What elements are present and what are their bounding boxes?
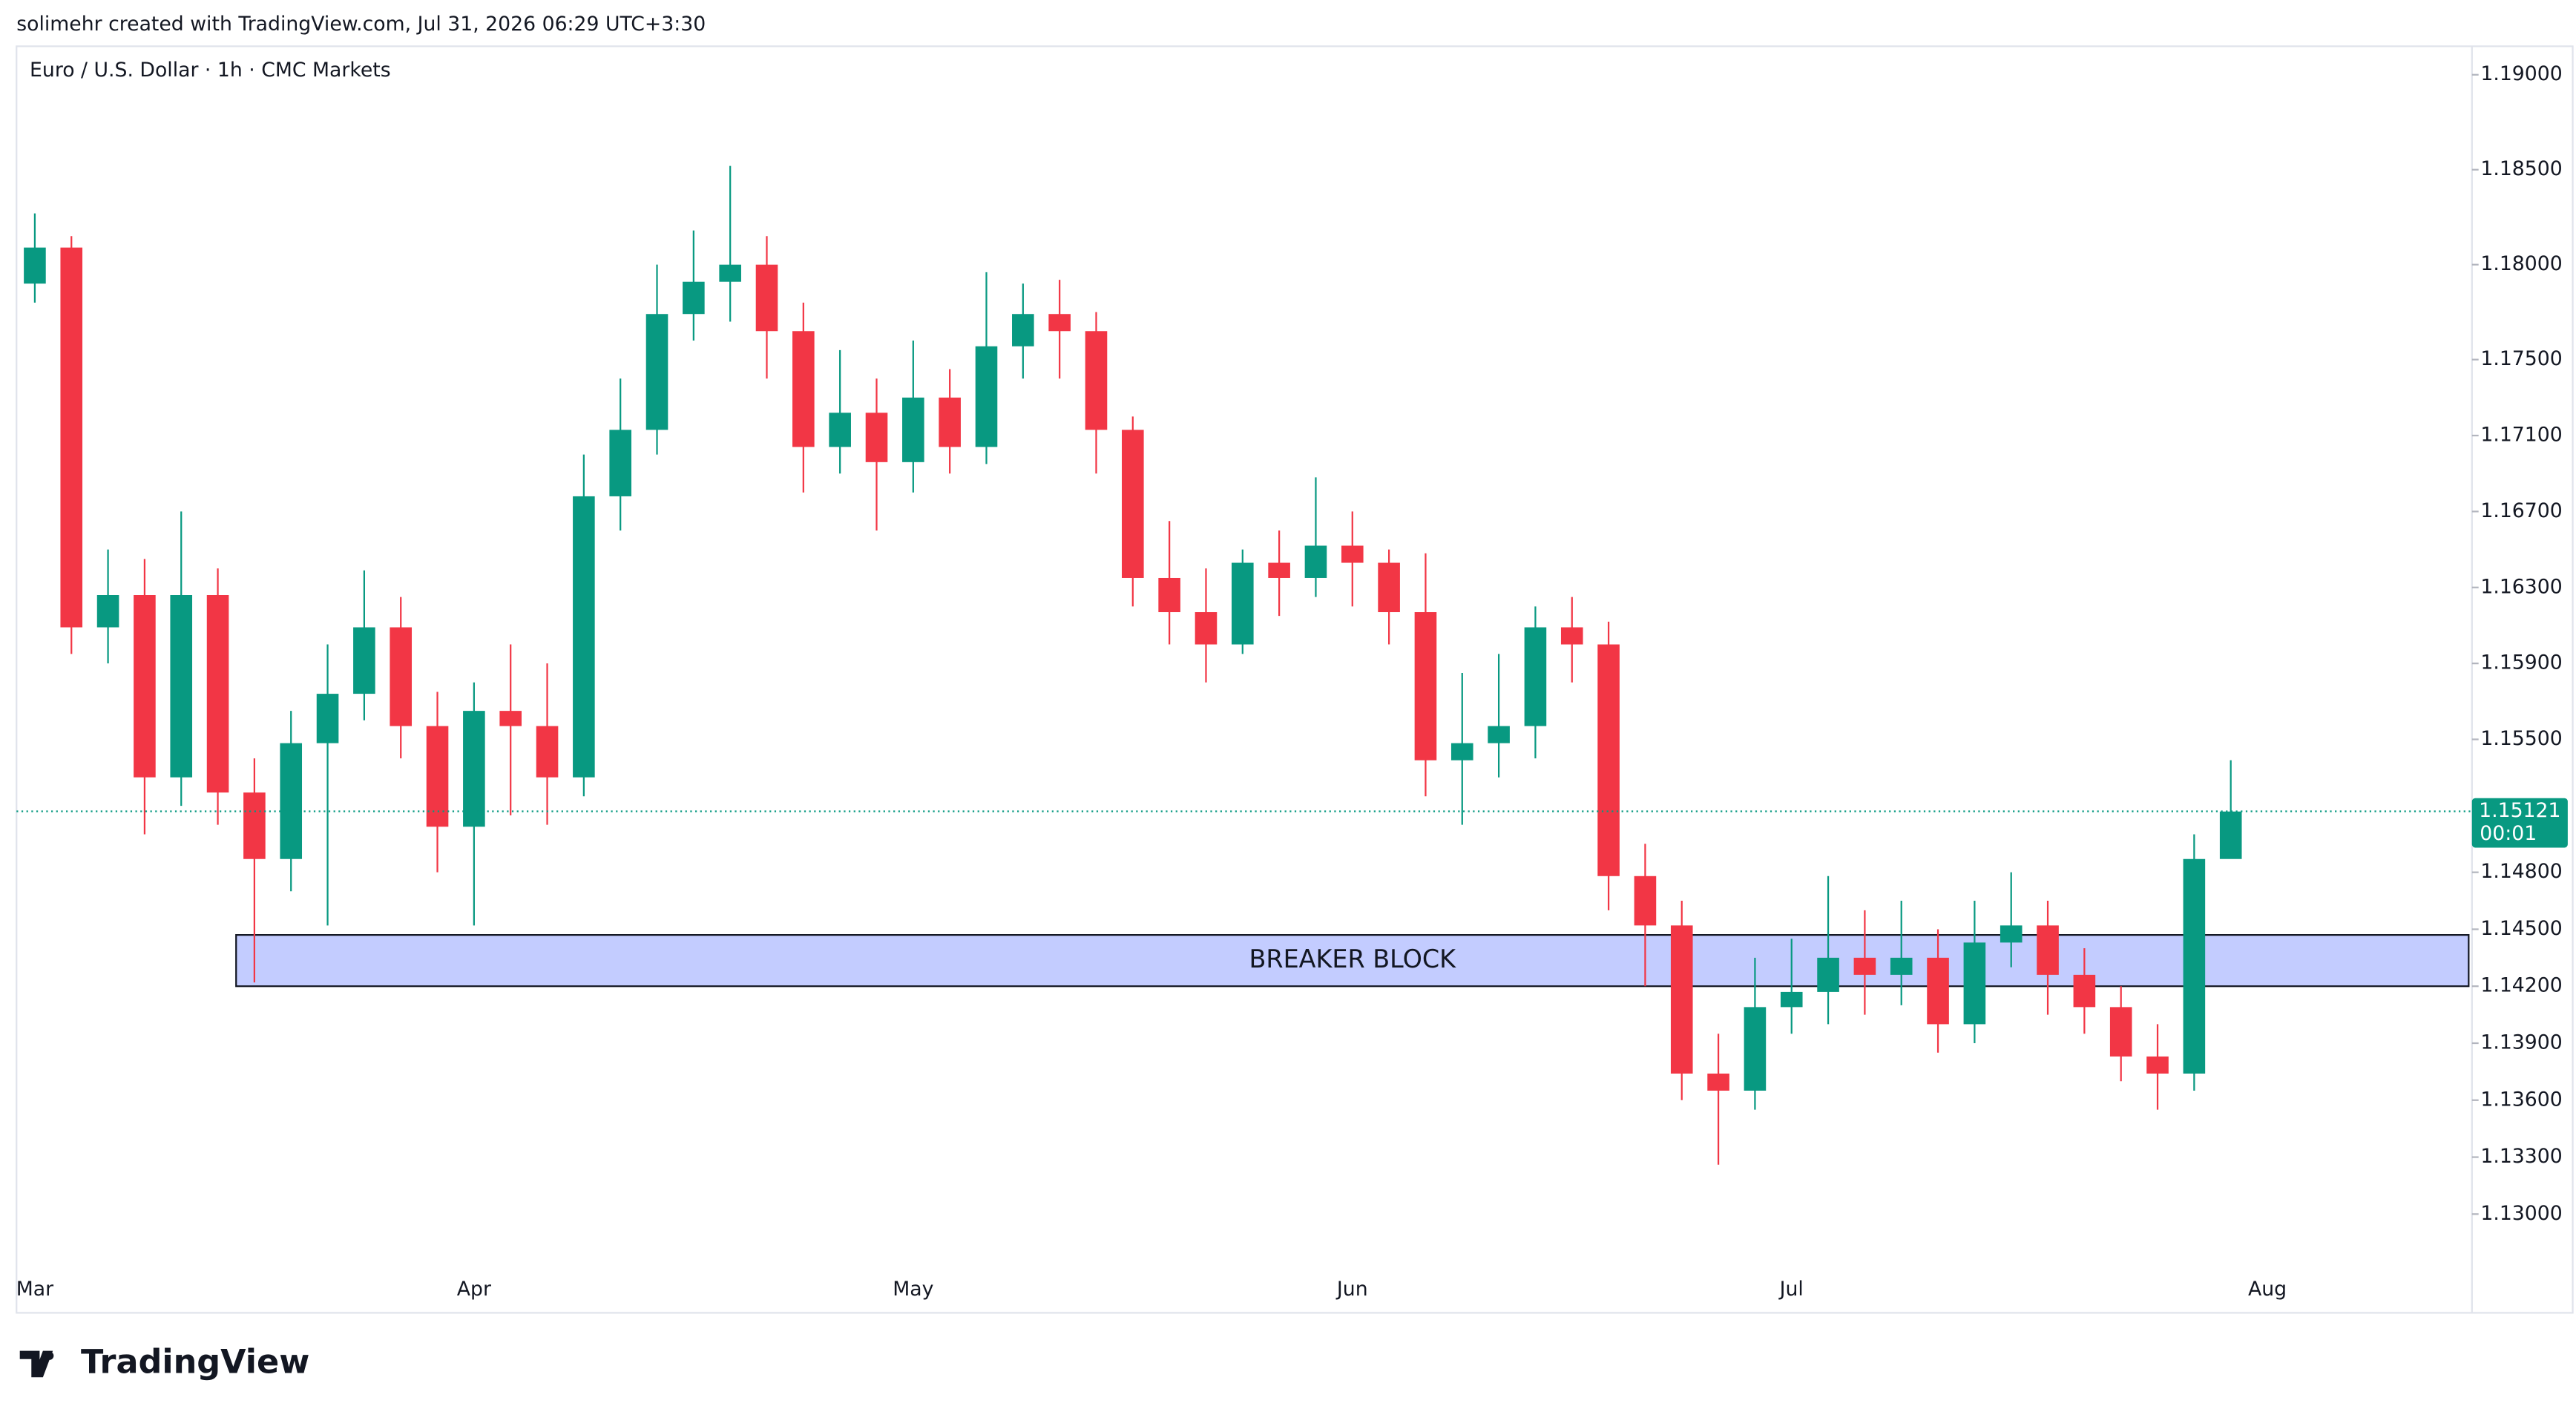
y-tick-label: 1.16300 <box>2480 575 2562 598</box>
candle-body <box>243 792 266 859</box>
candle-body <box>1450 743 1473 761</box>
candle-body <box>1012 314 1034 346</box>
chart-frame <box>16 45 2574 1314</box>
x-tick-label: Jul <box>1778 1278 1804 1301</box>
countdown: 00:01 <box>2480 822 2537 845</box>
y-tick-label: 1.17500 <box>2480 347 2562 370</box>
breaker-block-label: BREAKER BLOCK <box>1249 945 1457 973</box>
candle-body <box>1634 876 1657 926</box>
candle-body <box>463 711 485 827</box>
candle-body <box>1268 562 1290 578</box>
candle-body <box>1597 644 1620 876</box>
candle-body <box>316 694 339 743</box>
candle-body <box>2146 1056 2169 1074</box>
candle-body <box>536 726 559 778</box>
candle-body <box>792 331 815 447</box>
candle-body <box>1341 545 1364 563</box>
candle-body <box>1670 925 1693 1074</box>
candle-body <box>683 281 705 315</box>
candle-body <box>390 627 413 726</box>
candle-body <box>1085 331 1108 430</box>
candle-body <box>1122 430 1144 578</box>
candle-body <box>939 397 961 447</box>
y-tick-label: 1.15900 <box>2480 651 2562 674</box>
candle-body <box>902 397 924 462</box>
candle-body <box>865 413 888 462</box>
candle-body <box>1963 942 1986 1025</box>
last-price-box <box>2471 798 2568 848</box>
y-tick-label: 1.17100 <box>2480 424 2562 447</box>
y-tick-label: 1.13300 <box>2480 1145 2562 1168</box>
y-tick-label: 1.19000 <box>2480 62 2562 85</box>
candle-body <box>1414 612 1437 761</box>
x-tick-label: Apr <box>457 1278 491 1301</box>
candle-body <box>96 595 119 628</box>
x-tick-label: May <box>893 1278 933 1301</box>
candle-body <box>1158 577 1180 613</box>
candle-body <box>499 711 522 726</box>
candle-body <box>573 496 595 778</box>
candle-body <box>645 314 668 430</box>
candle-body <box>24 247 46 284</box>
y-tick-label: 1.14800 <box>2480 860 2562 883</box>
candle-body <box>1707 1073 1729 1091</box>
candle-body <box>170 595 193 778</box>
candle-body <box>426 726 449 827</box>
last-price-label: 1.15121 <box>2479 799 2560 822</box>
candle-body <box>975 346 998 447</box>
candle-body <box>1304 545 1327 578</box>
y-tick-label: 1.14500 <box>2480 917 2562 940</box>
candle-body <box>719 264 741 282</box>
y-tick-label: 1.15500 <box>2480 727 2562 750</box>
candle-body <box>134 595 156 778</box>
candle-body <box>1560 627 1583 645</box>
candle-body <box>2183 858 2206 1074</box>
candle-body <box>206 595 229 793</box>
y-tick-label: 1.13600 <box>2480 1088 2562 1111</box>
candle-body <box>1195 612 1218 645</box>
y-tick-label: 1.18000 <box>2480 252 2562 275</box>
candle-body <box>1231 562 1254 645</box>
x-tick-label: Jun <box>1335 1278 1368 1301</box>
credit: solimehr created with TradingView.com, J… <box>16 13 706 36</box>
candle-body <box>2037 925 2059 975</box>
brand: TradingView <box>81 1343 309 1381</box>
candle-body <box>2219 811 2242 859</box>
candle-body <box>2073 974 2096 1008</box>
logo-icon <box>19 1350 53 1378</box>
candle-body <box>1890 957 1913 975</box>
breaker-block <box>235 934 2470 988</box>
candle-body <box>1048 314 1071 332</box>
candle-body <box>1927 957 1949 1025</box>
candle-body <box>755 264 778 332</box>
candle-body <box>280 743 303 859</box>
chart-title: Euro / U.S. Dollar · 1h · CMC Markets <box>30 59 391 82</box>
candle-body <box>829 413 851 447</box>
candle-body <box>1817 957 1839 992</box>
logo-dot <box>45 1351 54 1360</box>
candle-body <box>1488 726 1510 743</box>
candle-body <box>2000 925 2023 943</box>
y-tick-label: 1.13000 <box>2480 1202 2562 1225</box>
candle-body <box>1744 1007 1767 1091</box>
y-tick-label: 1.13900 <box>2480 1031 2562 1054</box>
candles <box>24 165 2242 1165</box>
y-tick-label: 1.16700 <box>2480 499 2562 522</box>
candle-body <box>1378 562 1400 613</box>
candle-body <box>60 247 83 628</box>
candle-body <box>2109 1007 2132 1057</box>
candle-body <box>1524 627 1547 726</box>
logo: TradingView <box>19 1343 309 1381</box>
candle-body <box>1853 957 1876 975</box>
x-tick-label: Mar <box>16 1278 53 1301</box>
y-tick-label: 1.14200 <box>2480 974 2562 997</box>
candle-body <box>353 627 375 694</box>
y-tick-label: 1.18500 <box>2480 157 2562 180</box>
x-tick-label: Aug <box>2248 1278 2287 1301</box>
candle-body <box>1780 991 1803 1008</box>
candle-body <box>609 430 631 496</box>
